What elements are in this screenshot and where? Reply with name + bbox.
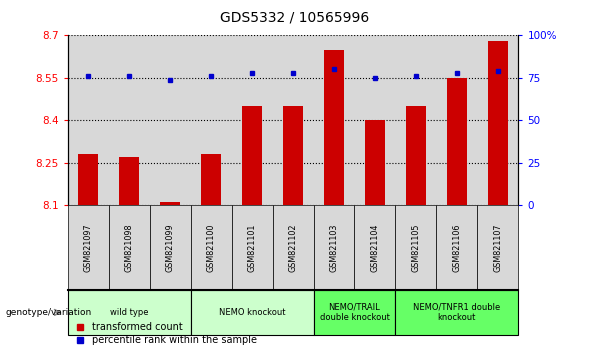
Bar — [446, 78, 467, 205]
Text: NEMO/TRAIL
double knockout: NEMO/TRAIL double knockout — [320, 303, 389, 322]
Bar — [355, 205, 395, 290]
Text: GSM821097: GSM821097 — [84, 223, 92, 272]
Bar — [68, 35, 109, 205]
Bar — [477, 205, 518, 290]
Bar — [191, 35, 231, 205]
Bar — [313, 290, 395, 335]
Bar — [78, 154, 98, 205]
Bar — [477, 35, 518, 205]
Bar — [436, 205, 477, 290]
Bar — [160, 202, 180, 205]
Bar — [313, 205, 355, 290]
Text: GSM821101: GSM821101 — [247, 224, 257, 272]
Bar — [68, 290, 191, 335]
Text: GSM821107: GSM821107 — [494, 223, 502, 272]
Text: GSM821106: GSM821106 — [452, 224, 461, 272]
Bar — [109, 205, 150, 290]
Text: GSM821103: GSM821103 — [329, 224, 339, 272]
Text: genotype/variation: genotype/variation — [6, 308, 92, 317]
Bar — [231, 205, 273, 290]
Bar — [395, 205, 436, 290]
Bar — [150, 205, 191, 290]
Bar — [365, 120, 385, 205]
Bar — [191, 205, 231, 290]
Bar — [273, 205, 313, 290]
Text: GSM821105: GSM821105 — [411, 223, 421, 272]
Bar — [109, 35, 150, 205]
Bar — [273, 35, 313, 205]
Text: GSM821102: GSM821102 — [289, 223, 297, 272]
Bar — [395, 35, 436, 205]
Bar — [191, 290, 313, 335]
Bar — [201, 154, 221, 205]
Bar — [119, 157, 140, 205]
Bar — [436, 35, 477, 205]
Text: GSM821099: GSM821099 — [166, 223, 175, 272]
Text: GSM821098: GSM821098 — [125, 223, 134, 272]
Text: GSM821100: GSM821100 — [207, 224, 216, 272]
Bar — [406, 106, 426, 205]
Bar — [231, 35, 273, 205]
Bar — [150, 35, 191, 205]
Bar — [395, 290, 518, 335]
Bar — [355, 35, 395, 205]
Bar — [68, 205, 109, 290]
Text: GDS5332 / 10565996: GDS5332 / 10565996 — [220, 11, 369, 25]
Bar — [283, 106, 303, 205]
Bar — [324, 50, 344, 205]
Bar — [313, 35, 355, 205]
Text: GSM821104: GSM821104 — [370, 224, 379, 272]
Text: NEMO knockout: NEMO knockout — [219, 308, 285, 317]
Text: NEMO/TNFR1 double
knockout: NEMO/TNFR1 double knockout — [413, 303, 501, 322]
Bar — [488, 41, 508, 205]
Bar — [242, 106, 262, 205]
Text: wild type: wild type — [110, 308, 148, 317]
Legend: transformed count, percentile rank within the sample: transformed count, percentile rank withi… — [72, 319, 261, 349]
